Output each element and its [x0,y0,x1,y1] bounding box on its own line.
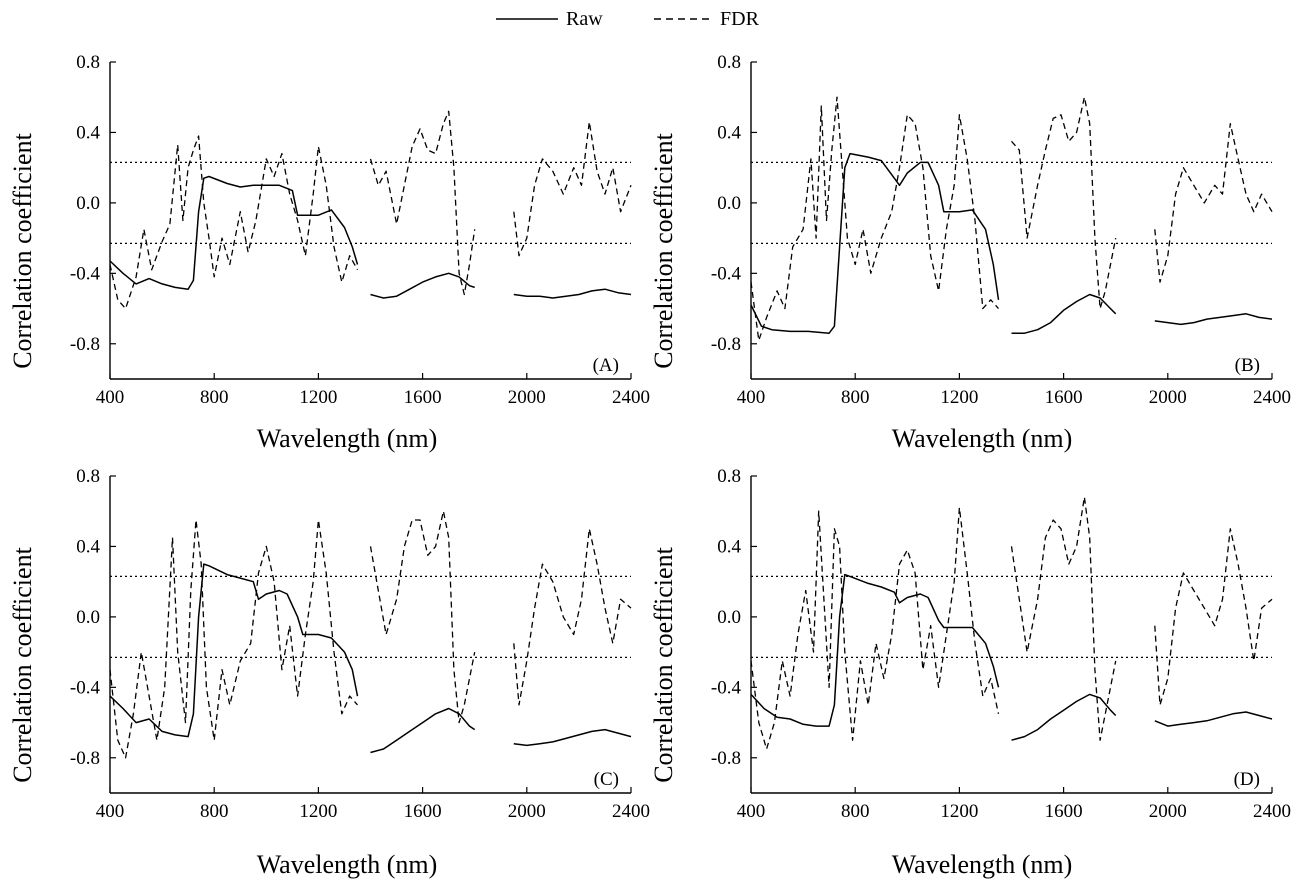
series-fdr-a-seg-0 [109,135,359,310]
x-tick-label-d-2: 1200 [940,801,978,822]
x-tick-label-b-1: 800 [841,387,870,408]
series-raw-a-seg-2 [513,288,632,299]
panel-label-a: (A) [593,355,619,376]
panel-label-c: (C) [594,769,619,790]
y-tick-label-a-1: 0.4 [76,122,100,143]
y-tick-label-c-0: 0.8 [76,466,100,487]
series-fdr-b-seg-0 [750,96,999,341]
y-tick-label-b-1: 0.4 [717,122,741,143]
y-tick-label-d-4: -0.8 [711,748,741,769]
x-tick-label-b-4: 2000 [1149,387,1187,408]
legend-swatches [496,18,714,20]
y-tick-label-d-2: 0.0 [717,607,741,628]
x-tick-label-d-5: 2400 [1253,801,1291,822]
series-raw-d-seg-1 [1011,693,1117,741]
series-fdr-b-seg-2 [1154,122,1273,283]
chart-panel-c: 0.8 0.4 0.0 -0.4 -0.8 400 800 1200 1600 2000 2400 (… [0,454,653,890]
x-tick-label-a-3: 1600 [404,387,442,408]
y-tick-label-c-4: -0.8 [70,748,100,769]
series-fdr-b-seg-1 [1011,96,1117,310]
plot-area-a: 0.8 0.4 0.0 -0.4 -0.8 400 800 1200 1600 2000 2400 (… [70,52,650,408]
x-tick-label-a-1: 800 [200,387,229,408]
series-raw-b-seg-2 [1154,313,1273,326]
series-raw-a-seg-1 [370,272,475,299]
x-tick-label-b-2: 1200 [940,387,978,408]
series-raw-d-seg-0 [750,573,1000,727]
y-tick-label-d-3: -0.4 [711,677,742,698]
x-tick-label-c-1: 800 [200,801,229,822]
x-tick-label-d-4: 2000 [1149,801,1187,822]
series-fdr-a-seg-1 [369,110,476,296]
panel-label-b: (B) [1235,355,1260,376]
y-tick-label-a-0: 0.8 [76,52,100,73]
x-tick-label-d-3: 1600 [1045,801,1083,822]
legend-raw-label: Raw [566,8,603,30]
y-tick-label-a-4: -0.8 [70,334,100,355]
y-tick-label-b-4: -0.8 [711,334,741,355]
y-tick-label-a-3: -0.4 [70,263,101,284]
legend-fdr-label: FDR [720,8,759,30]
y-axis-label-c: Correlation coefficient [8,547,37,783]
x-tick-label-c-0: 400 [96,801,125,822]
series-raw-c-seg-2 [513,728,632,747]
series-fdr-c-seg-2 [513,528,632,706]
x-tick-label-a-0: 400 [96,387,125,408]
series-raw-c-seg-0 [109,563,359,738]
x-tick-label-c-3: 1600 [404,801,442,822]
series-raw-d-seg-2 [1154,711,1273,727]
y-tick-label-c-2: 0.0 [76,607,100,628]
x-tick-label-b-0: 400 [737,387,766,408]
series-raw-b-seg-0 [750,152,1000,334]
y-axis-label-d: Correlation coefficient [649,547,678,783]
series-fdr-d-seg-2 [1154,528,1273,706]
y-tick-label-d-0: 0.8 [717,466,741,487]
series-fdr-a-seg-2 [513,121,632,257]
x-axis-label-d: Wavelength (nm) [891,850,1073,879]
y-axis-label-b: Correlation coefficient [649,133,678,369]
y-tick-label-c-1: 0.4 [76,536,100,557]
series-raw-b-seg-1 [1011,293,1117,334]
series-fdr-c-seg-0 [109,519,358,759]
x-tick-label-c-4: 2000 [508,801,546,822]
legend: Raw FDR [0,2,1306,36]
x-tick-label-b-5: 2400 [1253,387,1291,408]
chart-panel-d: 0.8 0.4 0.0 -0.4 -0.8 400 800 1200 1600 2000 2400 (… [641,454,1306,890]
x-tick-label-a-4: 2000 [508,387,546,408]
x-axis-label-b: Wavelength (nm) [891,424,1073,453]
y-tick-label-b-2: 0.0 [717,193,741,214]
x-tick-label-a-5: 2400 [612,387,650,408]
y-tick-label-c-3: -0.4 [70,677,101,698]
series-fdr-d-seg-0 [750,507,1000,750]
x-tick-label-d-1: 800 [841,801,870,822]
x-tick-label-d-0: 400 [737,801,766,822]
panel-label-d: (D) [1234,769,1260,790]
series-raw-c-seg-1 [370,707,476,754]
x-tick-label-b-3: 1600 [1045,387,1083,408]
y-tick-label-b-0: 0.8 [717,52,741,73]
x-axis-label-a: Wavelength (nm) [256,424,438,453]
x-axis-label-c: Wavelength (nm) [256,850,438,879]
plot-area-c: 0.8 0.4 0.0 -0.4 -0.8 400 800 1200 1600 2000 2400 (… [70,466,650,822]
x-tick-label-c-5: 2400 [612,801,650,822]
series-fdr-c-seg-1 [369,510,476,724]
series-fdr-d-seg-1 [1010,496,1117,741]
x-tick-label-c-2: 1200 [299,801,337,822]
y-tick-label-b-3: -0.4 [711,263,742,284]
y-axis-label-a: Correlation coefficient [8,133,37,369]
plot-area-d: 0.8 0.4 0.0 -0.4 -0.8 400 800 1200 1600 2000 2400 (… [711,466,1291,822]
series-raw-a-seg-0 [109,175,359,290]
x-tick-label-a-2: 1200 [299,387,337,408]
chart-panel-a: 0.8 0.4 0.0 -0.4 -0.8 400 800 1200 1600 2000 2400 (… [0,40,653,460]
y-tick-label-d-1: 0.4 [717,536,741,557]
y-tick-label-a-2: 0.0 [76,193,100,214]
plot-area-b: 0.8 0.4 0.0 -0.4 -0.8 400 800 1200 1600 2000 2400 (… [711,52,1291,408]
chart-panel-b: 0.8 0.4 0.0 -0.4 -0.8 400 800 1200 1600 2000 2400 (… [641,40,1306,460]
